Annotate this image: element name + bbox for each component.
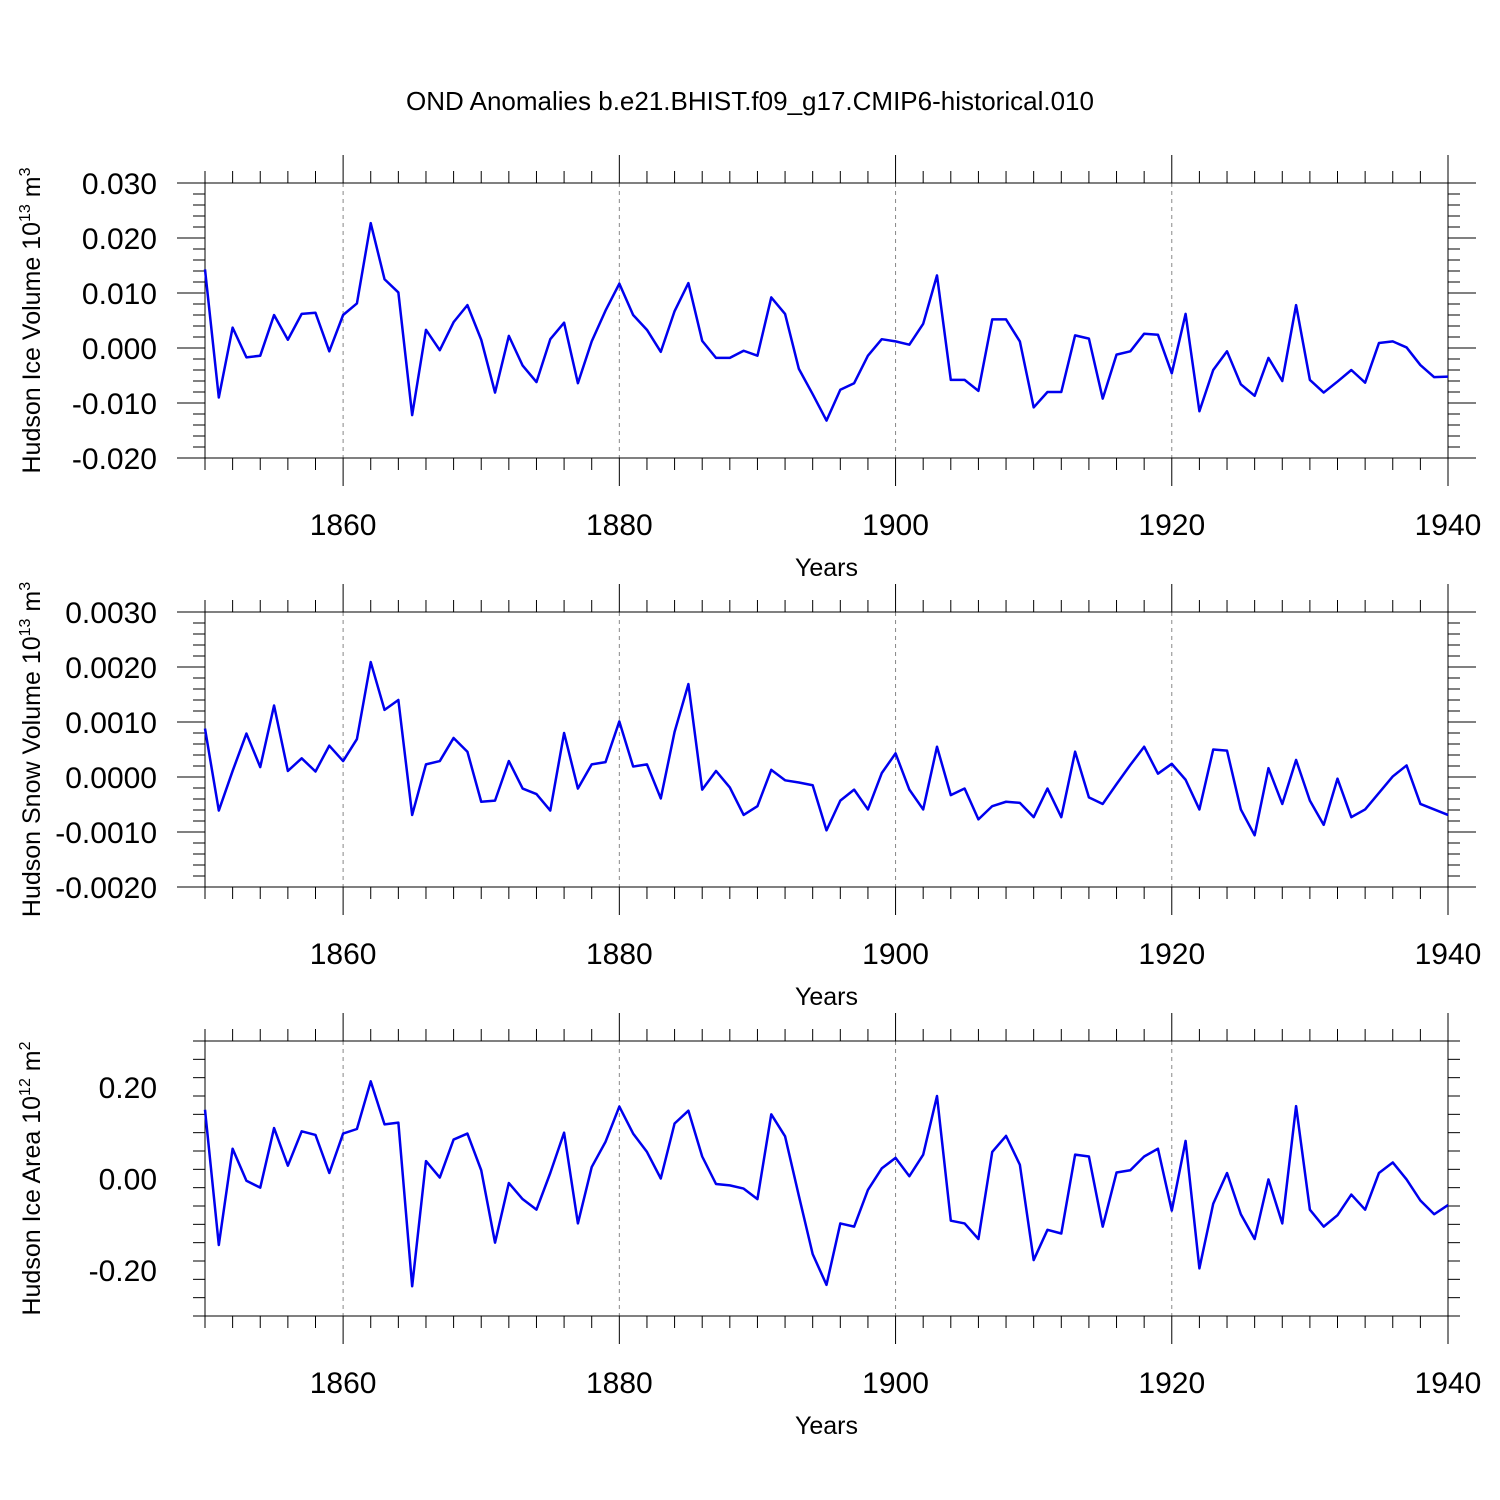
plot-frame — [204, 182, 1449, 459]
y-tick-label: 0.010 — [82, 278, 157, 311]
panel-ice-volume: -0.020 -0.010 0.000 0.010 0.020 0.030 1860 1880… — [17, 155, 1481, 582]
x-tick-label: 1920 — [1138, 938, 1205, 971]
y-tick-label: -0.010 — [72, 388, 157, 421]
series-line — [203, 221, 1449, 422]
x-tick-label: 1920 — [1138, 509, 1205, 542]
y-tick-label: 0.20 — [99, 1072, 157, 1105]
x-tick-label: 1900 — [862, 509, 929, 542]
y-axis-title: Hudson Ice Volume 1013 m3 — [17, 167, 46, 473]
y-tick-label: 0.000 — [82, 333, 157, 366]
y-axis-title: Hudson Snow Volume 1013 m3 — [17, 582, 46, 917]
x-tick-label: 1940 — [1415, 509, 1482, 542]
series-line — [203, 1080, 1449, 1288]
y-tick-label: 0.020 — [82, 223, 157, 256]
plot-frame — [204, 1040, 1449, 1317]
x-tick-label: 1860 — [310, 938, 377, 971]
plot-frame — [204, 611, 1449, 888]
y-tick-label: 0.0020 — [65, 652, 157, 685]
x-tick-label: 1880 — [586, 509, 653, 542]
x-axis-title: Years — [795, 983, 858, 1011]
x-axis-title: Years — [795, 1412, 858, 1440]
x-tick-label: 1860 — [310, 1367, 377, 1400]
series-line — [203, 660, 1449, 837]
x-tick-label: 1880 — [586, 938, 653, 971]
y-tick-label: -0.020 — [72, 443, 157, 476]
y-tick-label: -0.20 — [89, 1255, 157, 1288]
panel-ice-area: -0.20 0.00 0.20 1860 1880 1900 1920 1940 Years Hu… — [17, 1013, 1481, 1440]
y-axis-title: Hudson Ice Area 1012 m2 — [17, 1041, 46, 1315]
x-tick-label: 1880 — [586, 1367, 653, 1400]
x-tick-label: 1900 — [862, 1367, 929, 1400]
x-tick-label: 1900 — [862, 938, 929, 971]
x-tick-label: 1860 — [310, 509, 377, 542]
y-tick-label: 0.0000 — [65, 762, 157, 795]
x-tick-label: 1920 — [1138, 1367, 1205, 1400]
x-tick-label: 1940 — [1415, 938, 1482, 971]
y-tick-label: -0.0010 — [55, 817, 157, 850]
y-tick-label: -0.0020 — [55, 872, 157, 905]
panel-snow-volume: -0.0020 -0.0010 0.0000 0.0010 0.0020 0.0030 18… — [17, 582, 1481, 1011]
x-axis-title: Years — [795, 554, 858, 582]
y-tick-label: 0.030 — [82, 168, 157, 201]
y-tick-label: 0.0010 — [65, 707, 157, 740]
main-title: OND Anomalies b.e21.BHIST.f09_g17.CMIP6-… — [406, 86, 1094, 116]
y-tick-label: 0.0030 — [65, 597, 157, 630]
x-tick-label: 1940 — [1415, 1367, 1482, 1400]
y-tick-label: 0.00 — [99, 1164, 157, 1197]
